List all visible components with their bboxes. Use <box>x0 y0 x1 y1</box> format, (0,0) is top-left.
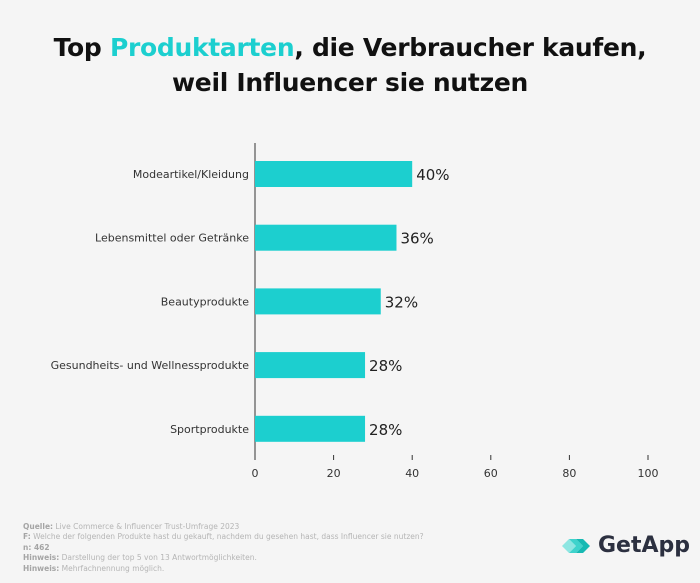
note-label: Hinweis: <box>23 553 60 563</box>
title-part: , die Verbraucher kaufen, <box>294 33 647 62</box>
category-label: Beautyprodukte <box>161 295 249 308</box>
note-text: Darstellung der top 5 von 13 Antwortmögl… <box>59 553 257 563</box>
getapp-logo: GetApp <box>562 533 690 558</box>
bar <box>255 415 366 442</box>
data-label: 32% <box>385 293 418 311</box>
bar <box>255 224 397 251</box>
logo-text: GetApp <box>598 533 691 558</box>
x-tick-label: 80 <box>562 467 576 480</box>
getapp-chevrons-icon <box>562 538 590 553</box>
title-part: Top <box>53 33 110 62</box>
title-line2: weil Influencer sie nutzen <box>172 68 528 97</box>
note-label: Hinweis: <box>23 563 60 573</box>
bar <box>255 161 413 187</box>
source-text: Live Commerce & Influencer Trust-Umfrage… <box>53 522 240 531</box>
chart-title: Top Produktarten, die Verbraucher kaufen… <box>0 30 700 100</box>
category-label: Sportprodukte <box>170 423 249 436</box>
bar <box>255 352 366 379</box>
bar-chart: Modeartikel/Kleidung 40% Lebensmittel oder… <box>51 143 659 480</box>
data-label: 40% <box>416 166 449 184</box>
title-accent: Produktarten <box>109 33 295 62</box>
x-tick-label: 20 <box>327 467 341 480</box>
note-text: Mehrfachnennung möglich. <box>59 563 165 573</box>
data-label: 36% <box>400 230 433 248</box>
x-tick-label: 60 <box>484 467 498 480</box>
chart-footer: Quelle: Live Commerce & Influencer Trust… <box>23 522 424 574</box>
category-label: Gesundheits- und Wellnessprodukte <box>51 359 250 372</box>
bar <box>255 288 381 315</box>
category-label: Modeartikel/Kleidung <box>133 168 249 181</box>
category-label: Lebensmittel oder Getränke <box>95 232 249 245</box>
sample-size: n: 462 <box>23 542 50 552</box>
question-label: F: <box>23 532 31 542</box>
x-tick-label: 100 <box>638 467 659 480</box>
x-tick-label: 0 <box>252 467 259 480</box>
data-label: 28% <box>369 357 402 375</box>
question-text: Welche der folgenden Produkte hast du ge… <box>30 532 424 542</box>
data-label: 28% <box>369 421 402 439</box>
source-label: Quelle: <box>23 522 54 531</box>
x-tick-label: 40 <box>405 467 419 480</box>
